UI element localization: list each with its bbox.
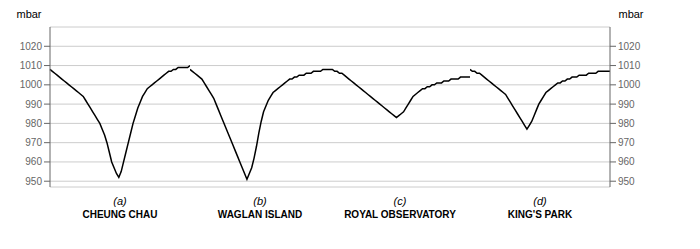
html-text:mbar: mbar [16,8,42,20]
svg-text:990: 990 [618,99,635,110]
svg-text:1010: 1010 [618,60,641,71]
svg-text:970: 970 [618,137,635,148]
svg-text:1000: 1000 [618,79,641,90]
html-text:mbar: mbar [618,8,644,20]
svg-text:990: 990 [25,99,42,110]
html-text:(a): (a) [113,195,127,207]
html-text:KING'S PARK: KING'S PARK [507,209,573,220]
svg-text:1020: 1020 [618,41,641,52]
svg-text:960: 960 [25,156,42,167]
svg-text:1010: 1010 [20,60,43,71]
svg-text:970: 970 [25,137,42,148]
html-text:WAGLAN ISLAND: WAGLAN ISLAND [217,209,303,220]
html-text:ROYAL OBSERVATORY: ROYAL OBSERVATORY [344,209,456,220]
svg-text:980: 980 [618,118,635,129]
svg-text:1020: 1020 [20,41,43,52]
html-text:(d): (d) [533,195,547,207]
html-text:CHEUNG CHAU: CHEUNG CHAU [82,209,158,220]
svg-text:950: 950 [25,176,42,187]
svg-text:980: 980 [25,118,42,129]
svg-text:960: 960 [618,156,635,167]
svg-text:1000: 1000 [20,79,43,90]
html-text:(b): (b) [253,195,267,207]
svg-text:950: 950 [618,176,635,187]
html-text:(c): (c) [393,195,407,207]
